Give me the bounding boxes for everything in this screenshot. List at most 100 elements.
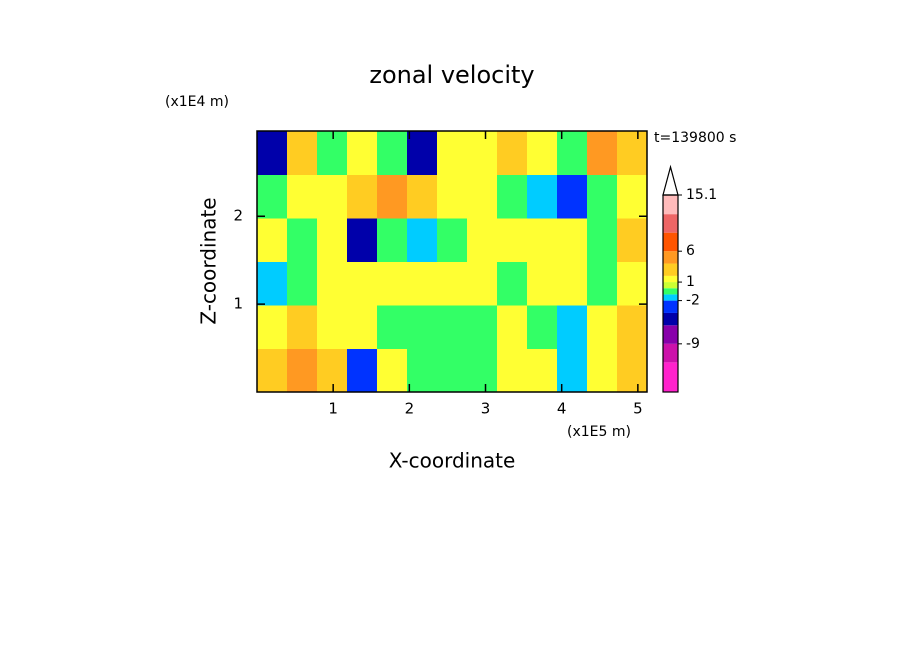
field-cell bbox=[377, 174, 408, 219]
field-cell bbox=[407, 218, 438, 262]
colorbar-tick-label: 6 bbox=[686, 243, 695, 259]
field-cell bbox=[407, 348, 438, 393]
colorbar-band bbox=[663, 300, 678, 313]
field-cell bbox=[317, 261, 348, 306]
field-cell bbox=[317, 174, 348, 219]
field-cell bbox=[587, 174, 618, 219]
field-cell bbox=[497, 131, 528, 175]
field-cell bbox=[587, 261, 618, 306]
colorbar-band bbox=[663, 294, 678, 301]
field-cell bbox=[287, 305, 318, 349]
field-cell bbox=[437, 348, 468, 393]
field-cell bbox=[407, 174, 438, 219]
field-cell bbox=[497, 305, 528, 349]
x-tick-label: 3 bbox=[481, 400, 491, 418]
field-cell bbox=[467, 305, 498, 349]
colorbar-band bbox=[663, 282, 678, 289]
colorbar-band bbox=[663, 195, 678, 215]
field-cell bbox=[257, 174, 288, 219]
field-cell bbox=[527, 261, 558, 306]
chart-title: zonal velocity bbox=[369, 61, 534, 89]
colorbar-band bbox=[663, 325, 678, 344]
field-cell bbox=[377, 218, 408, 262]
field-cell bbox=[287, 261, 318, 306]
y-tick-label: 2 bbox=[233, 207, 243, 225]
colorbar-band bbox=[663, 232, 678, 252]
field-cell bbox=[437, 218, 468, 262]
field-cell bbox=[407, 131, 438, 175]
field-cell bbox=[257, 131, 288, 175]
field-cell bbox=[617, 218, 648, 262]
field-cell bbox=[347, 218, 378, 262]
field-cell bbox=[467, 174, 498, 219]
field-cell bbox=[557, 174, 588, 219]
field-cell bbox=[527, 305, 558, 349]
field-cell bbox=[407, 305, 438, 349]
field-cell bbox=[317, 348, 348, 393]
field-cell bbox=[437, 131, 468, 175]
x-tick-label: 2 bbox=[405, 400, 415, 418]
field-cell bbox=[287, 218, 318, 262]
colorbar-tick-label: -2 bbox=[686, 293, 700, 309]
field-cell bbox=[287, 131, 318, 175]
time-label: t=139800 s bbox=[654, 130, 736, 146]
colorbar-band bbox=[663, 312, 678, 326]
colorbar-band bbox=[663, 251, 678, 264]
colorbar-band bbox=[663, 343, 678, 363]
field-cell bbox=[257, 218, 288, 262]
field-cell bbox=[407, 261, 438, 306]
colorbar-tick-label: -9 bbox=[686, 336, 700, 352]
colorbar-band bbox=[663, 362, 678, 392]
colorbar-band bbox=[663, 275, 678, 283]
colorbar-frame bbox=[662, 194, 679, 393]
field-cell bbox=[317, 305, 348, 349]
y-axis-title: Z-coordinate bbox=[197, 197, 221, 324]
field-cell bbox=[497, 261, 528, 306]
field-cell bbox=[317, 218, 348, 262]
field-cell bbox=[467, 348, 498, 393]
field-cell bbox=[347, 348, 378, 393]
field-cell bbox=[497, 348, 528, 393]
field-cell bbox=[317, 131, 348, 175]
field-cell bbox=[347, 174, 378, 219]
field-cell bbox=[617, 261, 648, 306]
field-cell bbox=[287, 348, 318, 393]
colorbar-band bbox=[663, 263, 678, 276]
plot-frame bbox=[256, 130, 648, 393]
field-cell bbox=[287, 174, 318, 219]
field-cell bbox=[557, 261, 588, 306]
field-cell bbox=[257, 305, 288, 349]
x-tick-label: 4 bbox=[557, 400, 567, 418]
field-cell bbox=[437, 305, 468, 349]
colorbar-band bbox=[663, 288, 678, 295]
x-tick-label: 1 bbox=[328, 400, 338, 418]
colorbar-arrow bbox=[662, 164, 679, 196]
field-cell bbox=[347, 131, 378, 175]
field-cell bbox=[377, 261, 408, 306]
field-cell bbox=[587, 305, 618, 349]
field-cell bbox=[527, 174, 558, 219]
field-cell bbox=[527, 348, 558, 393]
field-cell bbox=[467, 261, 498, 306]
colorbar-tick-label: 1 bbox=[686, 274, 695, 290]
field-cell bbox=[617, 348, 648, 393]
field-cell bbox=[377, 305, 408, 349]
field-cell bbox=[467, 131, 498, 175]
field-cell bbox=[377, 131, 408, 175]
field-cell bbox=[617, 305, 648, 349]
x-unit: (x1E5 m) bbox=[567, 424, 631, 440]
field-cell bbox=[527, 218, 558, 262]
y-tick-label: 1 bbox=[233, 295, 243, 313]
field-cell bbox=[347, 305, 378, 349]
field-cell bbox=[497, 174, 528, 219]
field-cell bbox=[587, 218, 618, 262]
field-cell bbox=[527, 131, 558, 175]
x-tick-label: 5 bbox=[633, 400, 643, 418]
x-axis-title: X-coordinate bbox=[389, 449, 516, 473]
field-cell bbox=[347, 261, 378, 306]
field-cell bbox=[437, 261, 468, 306]
field-cell bbox=[587, 348, 618, 393]
field-cell bbox=[467, 218, 498, 262]
field-cell bbox=[617, 174, 648, 219]
